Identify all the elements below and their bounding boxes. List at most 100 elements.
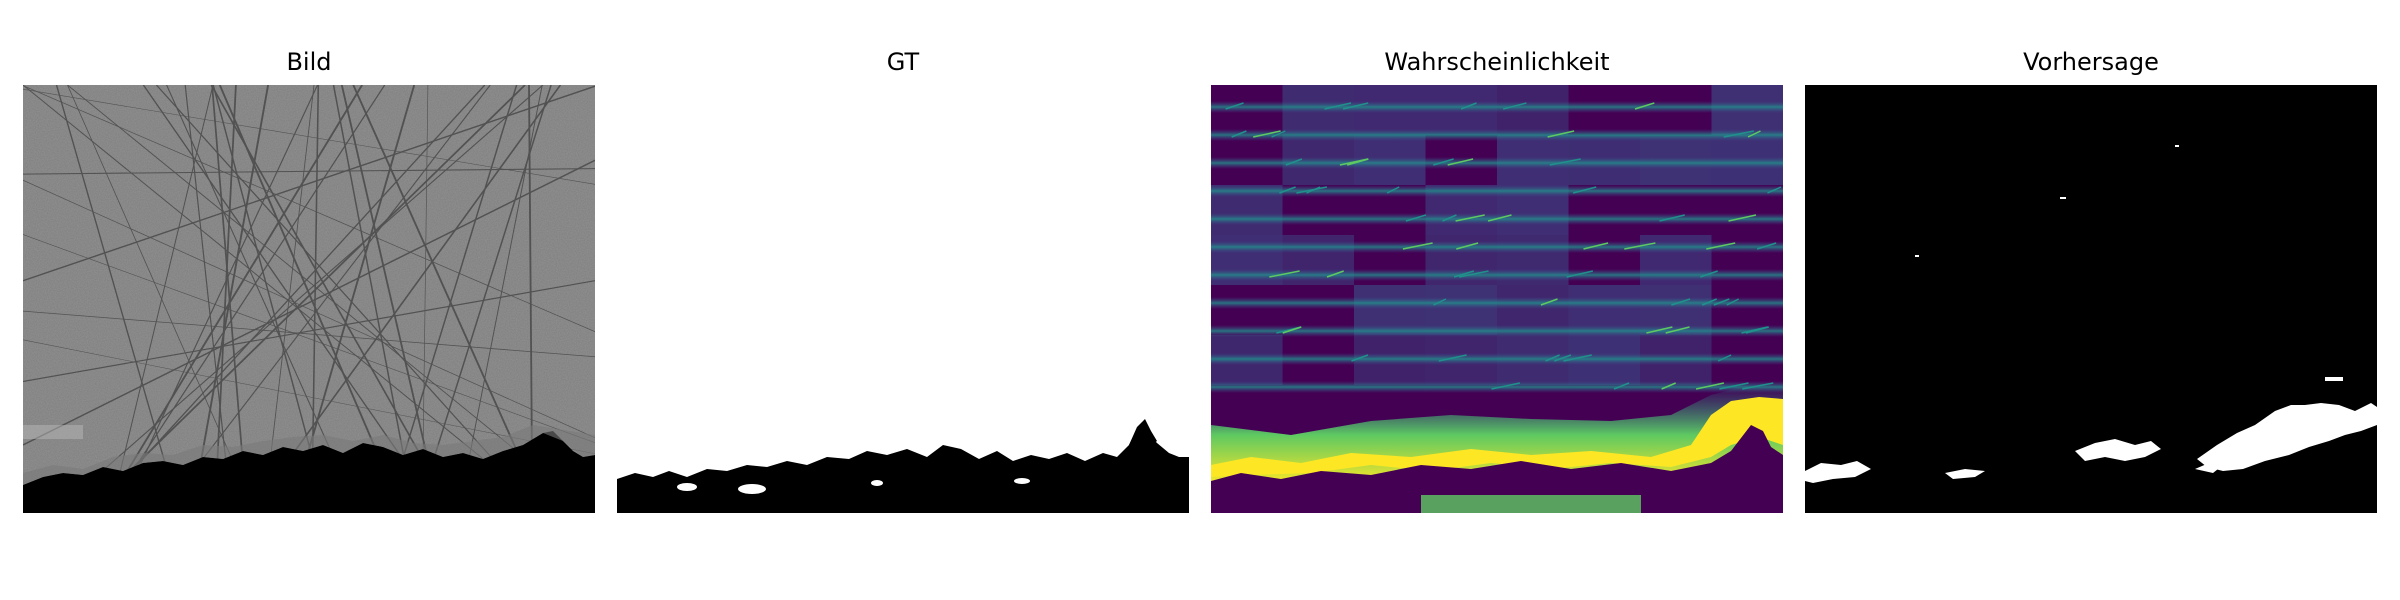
activation-band: [1211, 353, 1783, 365]
activation-streak: [1713, 298, 1730, 306]
panel-title-gt: GT: [886, 48, 920, 76]
scratch-line: [23, 168, 595, 175]
ground-truth-mask: [617, 85, 1189, 513]
activation-streak: [1225, 102, 1244, 110]
scratch-line: [210, 85, 454, 513]
activation-streak: [1458, 270, 1489, 278]
activation-streak: [1231, 130, 1247, 138]
scratch-line: [67, 85, 257, 513]
activation-streak: [1723, 130, 1755, 138]
activation-streak: [1547, 130, 1575, 138]
activation-streak: [1634, 102, 1655, 110]
activation-streak: [1455, 214, 1485, 222]
activation-streak: [1442, 214, 1457, 222]
activation-band: [1211, 157, 1783, 169]
activation-streak: [1342, 102, 1369, 110]
scratch-line: [23, 280, 595, 383]
activation-streak: [1386, 186, 1400, 194]
activation-streak: [1351, 354, 1369, 362]
activation-streak: [1671, 298, 1691, 306]
scratch-line: [117, 85, 319, 513]
activation-streak: [1624, 242, 1656, 250]
activation-streak: [1583, 242, 1609, 250]
activation-streak: [1282, 326, 1302, 334]
activation-streak: [1339, 158, 1369, 166]
scratch-line: [385, 85, 518, 513]
activation-band: [1211, 325, 1783, 337]
activation-streak: [1326, 270, 1344, 278]
activation-band: [1211, 241, 1783, 253]
scratch-line: [211, 85, 248, 513]
activation-streak: [1540, 298, 1558, 306]
panel-title-wahrscheinlichkeit: Wahrscheinlichkeit: [1384, 48, 1610, 76]
activation-streak: [1726, 298, 1740, 306]
activation-band: [1211, 185, 1783, 197]
panel-title-bild: Bild: [286, 48, 332, 76]
activation-streak: [1756, 242, 1777, 250]
activation-streak: [1271, 130, 1286, 138]
panel-prediction: Vorhersage: [1805, 0, 2377, 600]
activation-streak: [1554, 354, 1572, 362]
activation-streak: [1503, 102, 1527, 110]
activation-streak: [1253, 130, 1281, 138]
activation-band: [1211, 269, 1783, 281]
activation-band: [1211, 129, 1783, 141]
activation-streak: [1549, 158, 1581, 166]
activation-streak: [1717, 354, 1732, 362]
scratch-line: [23, 310, 595, 358]
activation-band: [1211, 297, 1783, 309]
scratch-line: [184, 85, 233, 513]
activation-streak: [1702, 298, 1717, 306]
activation-streak: [1306, 186, 1321, 194]
scratch-line: [23, 339, 595, 455]
activation-streak: [1566, 270, 1594, 278]
activation-streak: [1563, 354, 1592, 362]
activation-streak: [1460, 102, 1477, 110]
activation-streak: [1433, 298, 1447, 306]
activation-band: [1211, 101, 1783, 113]
activation-streak: [1646, 326, 1673, 334]
panel-gt: GT: [617, 0, 1189, 600]
activation-streak: [1706, 242, 1736, 250]
scratch-line: [340, 85, 441, 513]
activation-streak: [1453, 270, 1475, 278]
activation-streak: [1747, 130, 1761, 138]
scratch-line: [23, 88, 595, 185]
activation-streak: [1269, 270, 1300, 278]
activation-streak: [1665, 326, 1690, 334]
activation-streak: [1405, 214, 1427, 222]
activation-streak: [1324, 102, 1352, 110]
panel-image: Bild: [23, 0, 595, 600]
activation-streak: [1767, 186, 1782, 194]
activation-streak: [1402, 242, 1433, 250]
activation-streak: [1659, 214, 1685, 222]
activation-streak: [1572, 186, 1597, 194]
activation-streak: [1695, 382, 1725, 390]
activation-streak: [1487, 214, 1512, 222]
micrograph-image: [23, 85, 595, 513]
activation-streak: [1438, 354, 1467, 362]
activation-streak: [1613, 382, 1630, 390]
activation-streak: [1700, 270, 1718, 278]
activation-streak: [1285, 158, 1303, 166]
scratch-line: [100, 85, 363, 513]
activation-streak: [1728, 214, 1757, 222]
scratch-line: [160, 85, 491, 513]
activation-streak: [1447, 158, 1474, 166]
activation-streak: [1545, 354, 1560, 362]
activation-streak: [1433, 158, 1454, 166]
scratch-line: [23, 159, 595, 446]
probability-heatmap: [1211, 85, 1783, 513]
prediction-mask: [1805, 85, 2377, 513]
panel-probability: Wahrscheinlichkeit: [1211, 0, 1783, 600]
activation-streak: [1719, 382, 1749, 390]
scratch-line: [23, 179, 595, 439]
scratch-line: [85, 85, 526, 513]
scratch-line: [104, 85, 386, 513]
scratch-line: [23, 234, 595, 443]
activation-band: [1211, 381, 1783, 393]
activation-streak: [1456, 242, 1479, 250]
activation-streak: [1745, 326, 1769, 334]
activation-streak: [1661, 382, 1676, 390]
